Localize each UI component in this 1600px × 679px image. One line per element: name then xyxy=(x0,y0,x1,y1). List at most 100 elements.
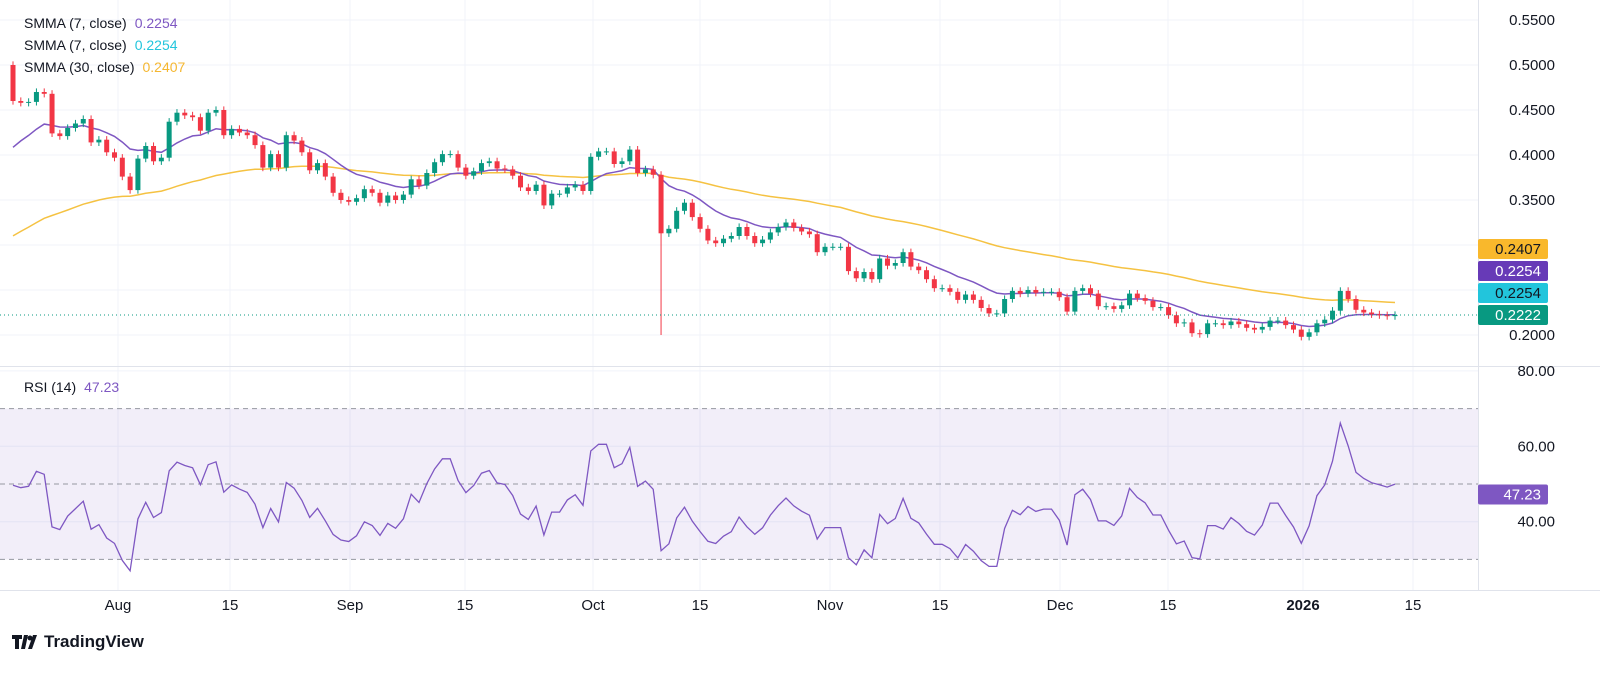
candle-body xyxy=(33,92,39,102)
candle-body xyxy=(1095,293,1101,307)
candle xyxy=(96,136,102,146)
candle-body xyxy=(236,128,242,133)
candle-body xyxy=(424,173,430,186)
candle xyxy=(338,189,344,204)
candle xyxy=(1127,290,1133,309)
candle xyxy=(213,106,219,117)
candle-body xyxy=(361,189,367,199)
candle-body xyxy=(1048,291,1054,293)
candle-body xyxy=(330,176,336,193)
candle xyxy=(151,142,157,165)
tradingview-icon xyxy=(12,635,37,649)
time-tick-label: Aug xyxy=(105,597,132,614)
candle xyxy=(104,136,110,156)
candle xyxy=(478,159,484,175)
rsi-line xyxy=(12,420,1396,573)
candle xyxy=(963,290,969,304)
candle xyxy=(1111,302,1117,313)
candle-body xyxy=(455,154,461,168)
candle-body xyxy=(135,158,141,191)
candle-body xyxy=(510,169,516,176)
candle-body xyxy=(1158,307,1164,309)
candle-body xyxy=(1220,323,1226,326)
tradingview-logo[interactable]: TradingView xyxy=(12,632,144,652)
candle-body xyxy=(80,119,86,124)
candle-body xyxy=(96,139,102,143)
candle-body xyxy=(557,193,563,195)
candle xyxy=(1017,287,1023,298)
candle xyxy=(1002,295,1008,317)
candle xyxy=(697,213,703,233)
candle xyxy=(57,129,63,140)
legend: SMMA (7, close) 0.2254 SMMA (7, close) 0.2… xyxy=(24,12,185,78)
candle-body xyxy=(1033,290,1039,293)
candle xyxy=(291,131,297,145)
candle-body xyxy=(611,151,617,164)
candle-body xyxy=(1361,309,1367,313)
candle xyxy=(88,115,94,146)
candle-body xyxy=(221,110,227,136)
candle-body xyxy=(65,128,71,137)
price-label-box xyxy=(1478,239,1548,259)
candle xyxy=(112,148,118,162)
candle-body xyxy=(635,149,641,173)
candle xyxy=(877,254,883,283)
candle xyxy=(806,227,812,238)
candle-body xyxy=(1384,315,1390,317)
candle xyxy=(853,267,859,282)
candle xyxy=(1244,320,1250,332)
candle xyxy=(752,232,758,247)
candle xyxy=(1205,319,1211,338)
candle xyxy=(510,165,516,180)
candle xyxy=(955,288,961,304)
candle-body xyxy=(166,121,172,158)
candle-body xyxy=(1041,291,1047,293)
candle xyxy=(408,175,414,199)
candle-body xyxy=(268,154,274,168)
candle-body xyxy=(806,231,812,235)
candle xyxy=(1228,317,1234,329)
candle xyxy=(1033,286,1039,297)
candle xyxy=(1392,311,1398,320)
candle xyxy=(1283,317,1289,329)
candle-body xyxy=(1251,327,1257,330)
candle xyxy=(119,154,125,181)
candle xyxy=(713,236,719,247)
candle xyxy=(869,268,875,283)
candle xyxy=(463,164,469,180)
candle xyxy=(135,155,141,194)
price-label-text: 0.2254 xyxy=(1495,285,1541,302)
candle xyxy=(1142,294,1148,305)
candle xyxy=(588,153,594,195)
candle-body xyxy=(947,288,953,292)
candle-body xyxy=(994,313,1000,315)
candle-body xyxy=(924,270,930,280)
candle xyxy=(1322,316,1328,327)
candle xyxy=(1166,303,1172,319)
candle xyxy=(564,183,570,198)
candle-body xyxy=(283,135,289,168)
time-tick-label: 15 xyxy=(932,597,949,614)
candle-body xyxy=(767,232,773,240)
candle xyxy=(1212,319,1218,327)
time-tick-label: Nov xyxy=(817,597,844,614)
candle xyxy=(1087,284,1093,298)
candle xyxy=(791,218,797,232)
candle xyxy=(369,185,375,197)
candle-body xyxy=(57,133,63,137)
candle-body xyxy=(713,240,719,244)
candle-body xyxy=(783,222,789,227)
candle-body xyxy=(1072,290,1078,312)
candle-body xyxy=(1212,323,1218,325)
candle-body xyxy=(377,192,383,203)
candle-body xyxy=(861,272,867,279)
candle xyxy=(1189,318,1195,337)
candle-body xyxy=(1111,306,1117,309)
price-tick-label: 0.5500 xyxy=(1509,12,1555,29)
smma30-line xyxy=(12,165,1396,304)
candle xyxy=(330,173,336,197)
candle-body xyxy=(1314,323,1320,333)
candle xyxy=(1048,288,1054,296)
candle xyxy=(236,125,242,137)
